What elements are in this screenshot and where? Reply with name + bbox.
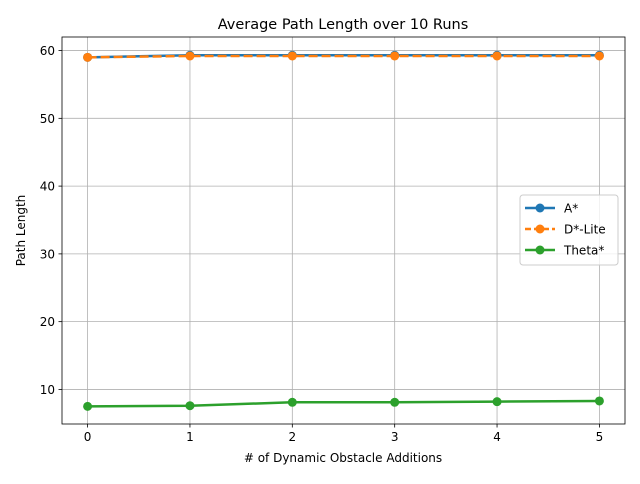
- data-point: [83, 401, 93, 411]
- x-tick-label: 2: [288, 430, 296, 444]
- y-tick-label: 30: [40, 247, 55, 261]
- data-point: [390, 51, 400, 61]
- legend-label: Theta*: [563, 244, 604, 258]
- legend: A* D*-Lite Theta*: [519, 194, 619, 266]
- x-tick-label: 3: [391, 430, 399, 444]
- y-tick-label: 40: [40, 180, 55, 194]
- legend-label: D*-Lite: [564, 223, 606, 237]
- y-tick-label: 20: [40, 315, 55, 329]
- series-layer: [83, 50, 604, 411]
- plot-frame: [61, 36, 626, 425]
- y-tick-label: 50: [40, 112, 55, 126]
- data-point: [594, 396, 604, 406]
- legend-marker: [535, 245, 545, 255]
- data-point: [287, 397, 297, 407]
- data-point: [185, 401, 195, 411]
- chart-title: Average Path Length over 10 Runs: [218, 17, 469, 33]
- legend-label: A*: [564, 202, 578, 216]
- data-point: [492, 397, 502, 407]
- series-d-lite: [83, 51, 604, 62]
- legend-frame: [519, 194, 619, 266]
- y-axis-ticks: 10 20 30 40 50 60: [40, 44, 62, 397]
- legend-marker: [535, 224, 545, 234]
- data-point: [287, 51, 297, 61]
- data-point: [594, 51, 604, 61]
- series-line: [87, 399, 600, 408]
- x-tick-label: 0: [84, 430, 92, 444]
- data-point: [492, 51, 502, 61]
- x-tick-label: 1: [186, 430, 194, 444]
- series-line: [87, 54, 600, 59]
- x-tick-label: 4: [493, 430, 501, 444]
- data-point: [390, 397, 400, 407]
- y-axis-label: Path Length: [14, 195, 28, 267]
- x-tick-label: 5: [596, 430, 604, 444]
- data-point: [83, 52, 93, 62]
- data-point: [185, 51, 195, 61]
- series-theta-: [83, 396, 604, 411]
- x-axis-label: # of Dynamic Obstacle Additions: [244, 451, 442, 465]
- y-tick-label: 10: [40, 383, 55, 397]
- x-axis-ticks: 0 1 2 3 4 5: [84, 424, 603, 444]
- legend-marker: [535, 203, 545, 213]
- y-tick-label: 60: [40, 44, 55, 58]
